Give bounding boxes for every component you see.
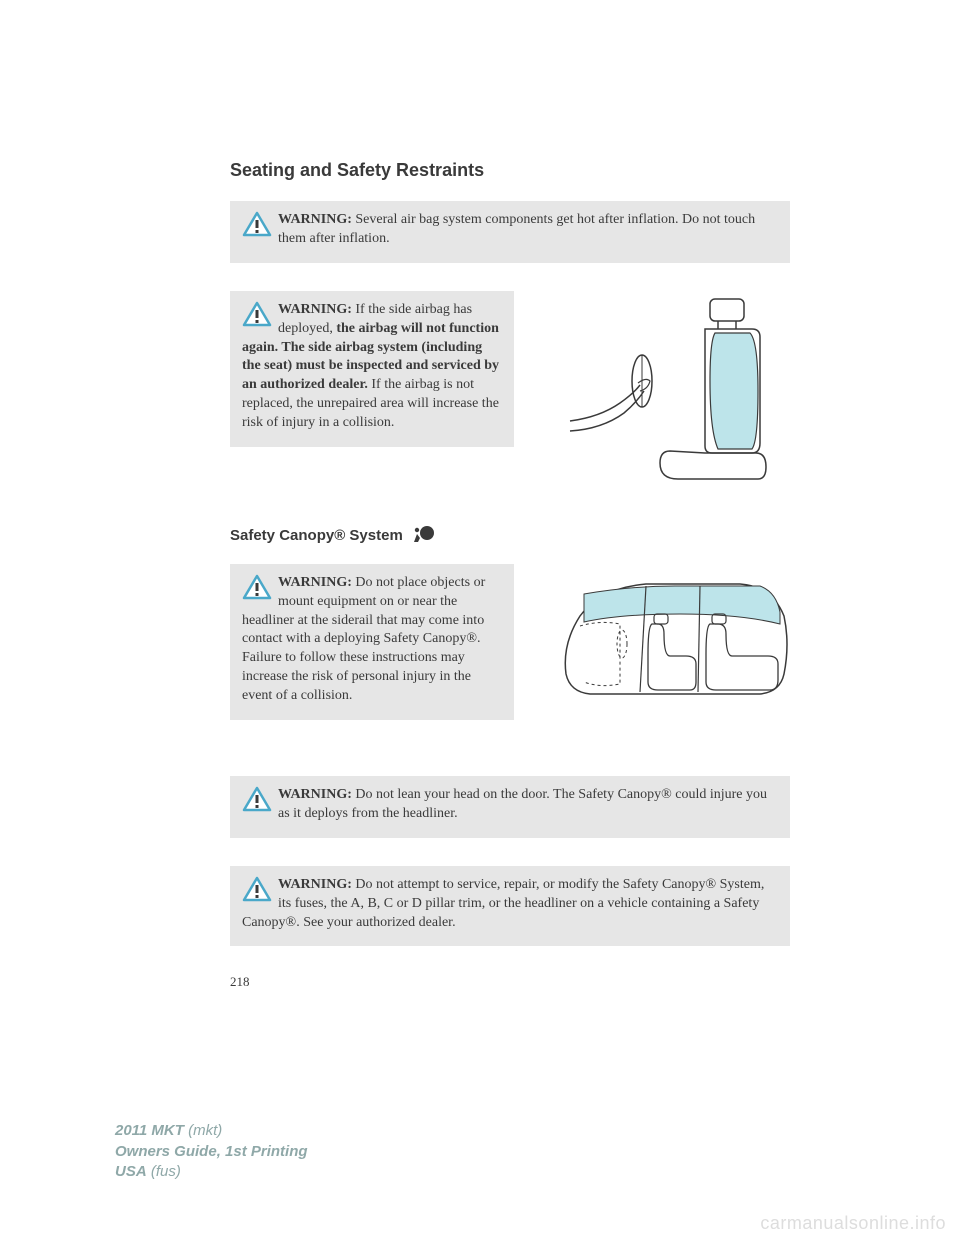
warning-icon bbox=[242, 301, 272, 334]
warning-box-3: WARNING: Do not place objects or mount e… bbox=[230, 564, 514, 720]
warning-icon bbox=[242, 574, 272, 607]
footer-region-code: (fus) bbox=[147, 1163, 181, 1180]
warning-label: WARNING: bbox=[278, 787, 352, 802]
warning-text: Do not lean your head on the door. The S… bbox=[278, 787, 767, 821]
footer-line-2: Owners Guide, 1st Printing bbox=[115, 1142, 308, 1162]
warning-label: WARNING: bbox=[278, 302, 352, 317]
row-canopy-warning: WARNING: Do not place objects or mount e… bbox=[230, 564, 790, 748]
warning-label: WARNING: bbox=[278, 212, 352, 227]
warning-box-1: WARNING: Several air bag system componen… bbox=[230, 201, 790, 263]
warning-box-2: WARNING: If the side airbag has deployed… bbox=[230, 291, 514, 447]
footer-region: USA bbox=[115, 1163, 147, 1180]
safety-canopy-heading: Safety Canopy® System bbox=[230, 524, 790, 548]
warning-icon bbox=[242, 786, 272, 819]
warning-icon bbox=[242, 211, 272, 244]
row-seat-warning: WARNING: If the side airbag has deployed… bbox=[230, 291, 790, 496]
seat-airbag-illustration bbox=[560, 291, 790, 496]
footer-line-1: 2011 MKT (mkt) bbox=[115, 1121, 308, 1141]
footer-line-3: USA (fus) bbox=[115, 1162, 308, 1182]
footer-model: 2011 MKT bbox=[115, 1122, 184, 1139]
page-number: 218 bbox=[230, 974, 790, 990]
chapter-title: Seating and Safety Restraints bbox=[230, 160, 790, 181]
warning-box-4: WARNING: Do not lean your head on the do… bbox=[230, 776, 790, 838]
warning-box-5: WARNING: Do not attempt to service, repa… bbox=[230, 866, 790, 947]
subheading-text: Safety Canopy® System bbox=[230, 527, 403, 544]
footer-block: 2011 MKT (mkt) Owners Guide, 1st Printin… bbox=[115, 1121, 308, 1182]
warning-label: WARNING: bbox=[278, 575, 352, 590]
warning-text: Do not place objects or mount equipment … bbox=[242, 575, 485, 703]
vehicle-canopy-illustration bbox=[560, 564, 790, 729]
airbag-glyph-icon bbox=[411, 524, 435, 548]
footer-model-code: (mkt) bbox=[184, 1122, 222, 1139]
watermark-text: carmanualsonline.info bbox=[760, 1213, 946, 1234]
page-container: Seating and Safety Restraints WARNING: S… bbox=[0, 0, 960, 990]
warning-icon bbox=[242, 876, 272, 909]
warning-label: WARNING: bbox=[278, 877, 352, 892]
